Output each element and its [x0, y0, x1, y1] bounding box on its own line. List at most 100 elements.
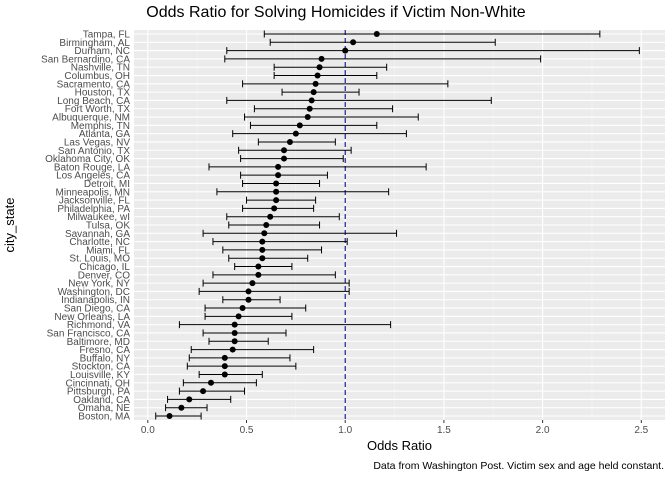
y-tick-label: Milwaukee, wI	[67, 212, 130, 223]
estimate-point	[261, 230, 268, 237]
estimate-point	[310, 89, 317, 96]
estimate-point	[296, 122, 303, 129]
y-tick-label: Baltimore, MD	[67, 337, 130, 348]
estimate-point	[286, 138, 293, 145]
estimate-point	[235, 313, 242, 320]
estimate-point	[200, 388, 207, 395]
estimate-point	[314, 72, 321, 79]
estimate-point	[178, 404, 185, 411]
errorbar	[240, 155, 344, 163]
errorbar	[228, 254, 309, 262]
errorbar	[242, 179, 321, 187]
errorbar	[257, 138, 336, 146]
errorbar	[240, 171, 328, 179]
y-tick-label: Stockton, CA	[72, 362, 131, 373]
errorbar	[246, 196, 317, 204]
estimate-point	[308, 97, 315, 104]
errorbar	[190, 346, 315, 354]
errorbar	[208, 337, 269, 345]
y-tick-label: Buffalo, NY	[80, 353, 131, 364]
x-tick-labels: 0.0 0.5 1.0 1.5 2.0 2.5	[141, 420, 649, 436]
errorbar	[202, 329, 287, 337]
y-tick-label: Cincinnati, OH	[66, 378, 130, 389]
y-tick-label: New York, NY	[68, 279, 130, 290]
y-tick-label: Houston, TX	[75, 88, 131, 99]
x-tick-label: 2.0	[536, 425, 550, 436]
y-tick-label: Jacksonville, FL	[59, 196, 131, 207]
errorbar	[269, 38, 496, 46]
estimate-point	[231, 321, 238, 328]
estimate-point	[267, 213, 274, 220]
y-tick-label: Birmingham, AL	[59, 38, 130, 49]
estimate-point	[273, 197, 280, 204]
errorbar	[204, 304, 307, 312]
estimate-point	[281, 147, 288, 154]
errorbar	[244, 113, 419, 121]
y-tick-label: San Bernardino, CA	[41, 54, 130, 65]
estimate-point	[306, 105, 313, 112]
errorbar	[202, 279, 350, 287]
y-tick-label: Columbus, OH	[64, 71, 130, 82]
errorbar	[226, 96, 492, 104]
y-tick-label: Tampa, FL	[83, 30, 131, 41]
errorbar	[224, 55, 542, 63]
errorbar	[178, 321, 392, 329]
x-tick-label: 1.5	[437, 425, 451, 436]
y-tick-label: Los Angeles, CA	[56, 171, 130, 182]
errorbar	[238, 146, 352, 154]
errorbar	[165, 404, 208, 412]
y-tick-label: Long Beach, CA	[57, 96, 130, 107]
estimate-point	[275, 172, 282, 179]
x-tick-label: 0.0	[141, 425, 155, 436]
estimate-point	[304, 114, 311, 121]
errorbar	[232, 130, 407, 138]
estimate-points	[166, 31, 380, 419]
errorbar	[273, 72, 378, 80]
y-tick-label: San Francisco, CA	[47, 328, 131, 339]
estimate-point	[281, 155, 288, 162]
y-tick-label: Savannah, GA	[65, 229, 130, 240]
estimate-point	[231, 338, 238, 345]
estimate-point	[318, 55, 325, 62]
y-tick-label: Nashville, TN	[71, 63, 130, 74]
estimate-point	[263, 222, 270, 228]
errorbar	[198, 287, 350, 295]
y-tick-label: Las Vegas, NV	[64, 137, 130, 148]
y-tick-label: Atlanta, GA	[79, 129, 130, 140]
y-tick-label: Richmond, VA	[67, 320, 131, 331]
y-tick-label: New Orleans, LA	[54, 312, 130, 323]
errorbar	[228, 221, 321, 229]
y-tick-label: Washington, DC	[58, 287, 130, 298]
estimate-point	[273, 188, 280, 195]
x-tick-label: 2.5	[634, 425, 648, 436]
estimate-point	[231, 329, 238, 336]
estimate-point	[271, 205, 278, 212]
estimate-point	[259, 246, 266, 253]
y-tick-label: Denver, CO	[78, 270, 130, 281]
errorbar	[208, 163, 427, 171]
estimate-point	[245, 288, 252, 295]
y-tick-label: Fort Worth, TX	[65, 104, 131, 115]
estimate-point	[229, 346, 236, 353]
y-tick-label: Baton Rouge, LA	[54, 162, 130, 173]
errorbar	[212, 238, 348, 246]
y-tick-label: Sacramento, CA	[57, 79, 131, 90]
estimate-point	[221, 363, 228, 370]
y-tick-label: Tulsa, OK	[86, 221, 130, 232]
errorbar	[182, 379, 257, 387]
error-bars	[155, 30, 640, 420]
estimate-point	[273, 180, 280, 187]
y-tick-label: Minneapolis, MN	[56, 187, 130, 198]
y-tick-label: St. Louis, MO	[69, 254, 130, 265]
errorbar	[281, 88, 360, 96]
chart-title: Odds Ratio for Solving Homicides if Vict…	[146, 4, 526, 21]
estimate-point	[221, 371, 228, 378]
y-tick-label: Pittsburgh, PA	[67, 387, 131, 398]
errorbar	[216, 188, 390, 196]
y-tick-label: Omaha, NE	[78, 403, 131, 414]
errorbar	[242, 80, 449, 88]
errorbar	[263, 30, 601, 38]
y-tick-label: Indianapolis, IN	[61, 295, 130, 306]
errorbar	[198, 370, 263, 378]
